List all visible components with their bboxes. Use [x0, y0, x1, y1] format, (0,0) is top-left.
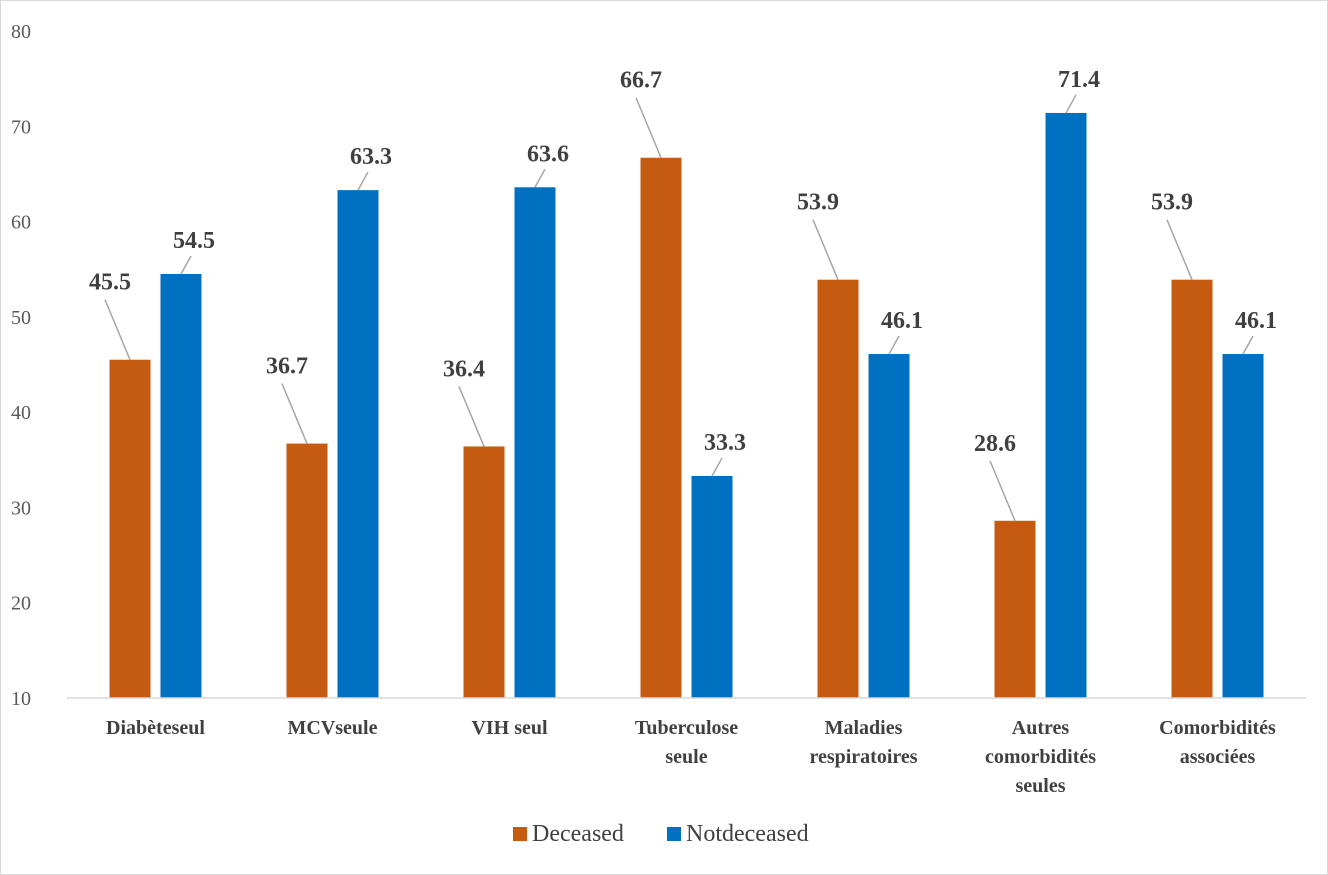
legend-label: Deceased	[532, 821, 624, 847]
data-label: 45.5	[89, 270, 131, 296]
x-axis-category-label: Tuberculose	[635, 717, 738, 739]
data-label: 71.4	[1058, 67, 1100, 93]
x-axis-category-label: Maladies	[825, 717, 903, 739]
data-label-leader-line	[711, 457, 723, 477]
bar-notdeceased	[868, 354, 910, 698]
data-label-leader-line	[180, 255, 192, 275]
data-label: 46.1	[881, 308, 923, 334]
bar-deceased	[994, 520, 1036, 698]
y-axis: 10 20 30 40 50 60 70 80	[11, 21, 31, 710]
y-tick-label: 20	[11, 593, 31, 615]
data-label-leader-line	[888, 335, 900, 355]
data-label-leader-line	[1065, 94, 1077, 114]
y-tick-label: 40	[11, 402, 31, 424]
bar-notdeceased	[1045, 112, 1087, 698]
bar-notdeceased	[337, 190, 379, 698]
bar-deceased	[1171, 279, 1213, 698]
x-axis-category-label: VIH seul	[471, 717, 548, 739]
x-axis-category-label: associées	[1180, 746, 1256, 768]
bar-notdeceased	[514, 187, 556, 699]
data-label-leader-line	[1242, 335, 1254, 355]
bar-deceased	[817, 279, 859, 698]
y-tick-label: 50	[11, 307, 31, 329]
data-label: 28.6	[974, 431, 1016, 457]
data-label: 36.4	[443, 356, 485, 382]
bars	[109, 112, 1264, 699]
data-labels: 45.5 54.5 36.7 63.3 36.4 63.6 66.7 33.3 53.9 46.1…	[89, 67, 1277, 457]
x-axis-category-label: Autres	[1012, 717, 1070, 739]
legend-swatch-deceased	[513, 827, 527, 841]
data-label-leader-line	[812, 219, 839, 280]
bar-deceased	[463, 446, 505, 698]
data-label: 53.9	[797, 190, 839, 216]
y-tick-label: 70	[11, 116, 31, 138]
bar-deceased	[640, 157, 682, 699]
data-label: 36.7	[266, 354, 308, 380]
bar-deceased	[286, 443, 328, 698]
x-axis-category-label: Comorbidités	[1159, 717, 1276, 739]
data-label: 66.7	[620, 68, 662, 94]
data-label: 53.9	[1151, 190, 1193, 216]
x-axis-category-label: Diabèteseul	[106, 717, 205, 739]
data-label: 46.1	[1235, 308, 1277, 334]
data-label: 63.3	[350, 144, 392, 170]
legend-swatch-notdeceased	[667, 827, 681, 841]
data-label: 54.5	[173, 228, 215, 254]
x-axis-category-label: respiratoires	[809, 746, 917, 768]
data-label: 33.3	[704, 430, 746, 456]
data-label-leader-line	[104, 299, 131, 361]
y-tick-label: 30	[11, 497, 31, 519]
data-label-leader-line	[635, 97, 662, 159]
data-label-leader-line	[989, 460, 1016, 522]
bar-deceased	[109, 359, 151, 698]
data-label-leader-line	[281, 383, 308, 444]
bar-notdeceased	[160, 273, 202, 698]
x-axis-category-label: seules	[1016, 775, 1066, 797]
bar-notdeceased	[691, 475, 733, 698]
leader-lines	[104, 94, 1254, 522]
x-axis-categories: Diabèteseul MCVseule VIH seul Tuberculose se…	[106, 717, 1276, 797]
x-axis-category-label: MCVseule	[288, 717, 378, 739]
y-tick-label: 10	[11, 688, 31, 710]
x-axis-category-label: comorbidités	[985, 746, 1096, 768]
data-label-leader-line	[357, 171, 369, 191]
data-label-leader-line	[534, 168, 546, 188]
data-label: 63.6	[527, 141, 569, 167]
bar-notdeceased	[1222, 354, 1264, 698]
y-tick-label: 80	[11, 21, 31, 43]
legend-label: Notdeceased	[686, 821, 809, 847]
y-tick-label: 60	[11, 212, 31, 234]
x-axis-category-label: seule	[665, 746, 707, 768]
data-label-leader-line	[1166, 219, 1193, 280]
data-label-leader-line	[458, 386, 485, 447]
legend: Deceased Notdeceased	[513, 821, 809, 847]
